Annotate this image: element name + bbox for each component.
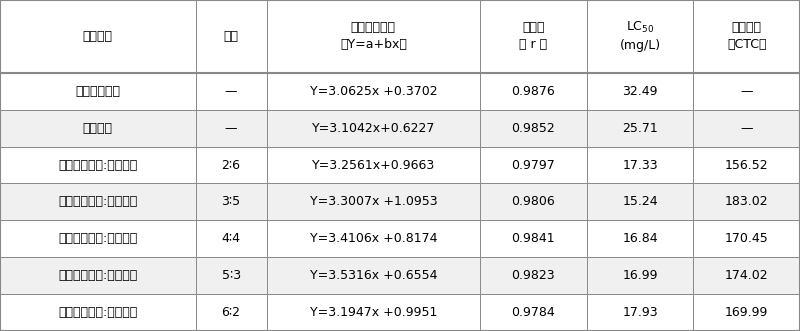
Text: 169.99: 169.99 (725, 306, 768, 319)
Text: 乙基多杀菌素:氯虫酰胺: 乙基多杀菌素:氯虫酰胺 (58, 195, 138, 209)
Text: —: — (741, 85, 753, 98)
Bar (0, 73, 800, 110)
Text: 5∶3: 5∶3 (222, 269, 241, 282)
Text: Y=3.1947x +0.9951: Y=3.1947x +0.9951 (310, 306, 437, 319)
Text: 0.9806: 0.9806 (511, 195, 555, 209)
Bar (0, 257, 800, 294)
Bar (0, 220, 800, 257)
Text: 2∶6: 2∶6 (222, 159, 241, 171)
Text: 17.33: 17.33 (622, 159, 658, 171)
Text: 共毒系数
（CTC）: 共毒系数 （CTC） (727, 22, 766, 51)
Text: 3∶5: 3∶5 (222, 195, 241, 209)
Text: Y=3.0625x +0.3702: Y=3.0625x +0.3702 (310, 85, 437, 98)
Text: 6∶2: 6∶2 (222, 306, 241, 319)
Text: 4∶4: 4∶4 (222, 232, 241, 245)
Text: 乙基多杀菌素:氯虫酰胺: 乙基多杀菌素:氯虫酰胺 (58, 269, 138, 282)
Text: Y=3.1042x+0.6227: Y=3.1042x+0.6227 (312, 122, 435, 135)
Text: 处理名称: 处理名称 (82, 30, 113, 43)
Text: LC$_{50}$
(mg/L): LC$_{50}$ (mg/L) (619, 21, 661, 52)
Text: 0.9797: 0.9797 (511, 159, 555, 171)
Text: Y=3.3007x +1.0953: Y=3.3007x +1.0953 (310, 195, 437, 209)
Text: —: — (741, 122, 753, 135)
Text: 配比: 配比 (224, 30, 238, 43)
Text: 乙基多杀菌素: 乙基多杀菌素 (75, 85, 120, 98)
Text: 0.9876: 0.9876 (511, 85, 555, 98)
Bar (0, 110, 800, 147)
Text: —: — (225, 122, 238, 135)
Text: 乙基多杀菌素:氯虫酰胺: 乙基多杀菌素:氯虫酰胺 (58, 159, 138, 171)
Text: 170.45: 170.45 (725, 232, 769, 245)
Text: 0.9852: 0.9852 (511, 122, 555, 135)
Text: 17.93: 17.93 (622, 306, 658, 319)
Text: 183.02: 183.02 (725, 195, 769, 209)
Bar (0, 147, 800, 183)
Text: 乙基多杀菌素:氯虫酰胺: 乙基多杀菌素:氯虫酰胺 (58, 306, 138, 319)
Text: 0.9841: 0.9841 (511, 232, 555, 245)
Text: —: — (225, 85, 238, 98)
Text: 32.49: 32.49 (622, 85, 658, 98)
Text: 16.99: 16.99 (622, 269, 658, 282)
Text: 氯虫酰胺: 氯虫酰胺 (82, 122, 113, 135)
Text: 25.71: 25.71 (622, 122, 658, 135)
Bar (0, 183, 800, 220)
Text: 174.02: 174.02 (725, 269, 769, 282)
Text: Y=3.4106x +0.8174: Y=3.4106x +0.8174 (310, 232, 437, 245)
Text: 156.52: 156.52 (725, 159, 769, 171)
Text: 0.9784: 0.9784 (511, 306, 555, 319)
Text: 0.9823: 0.9823 (511, 269, 555, 282)
Text: 毒力回归方程
（Y=a+bx）: 毒力回归方程 （Y=a+bx） (340, 22, 406, 51)
Bar (0, 0, 800, 73)
Text: Y=3.2561x+0.9663: Y=3.2561x+0.9663 (312, 159, 435, 171)
Text: 15.24: 15.24 (622, 195, 658, 209)
Text: Y=3.5316x +0.6554: Y=3.5316x +0.6554 (310, 269, 437, 282)
Bar (0, 294, 800, 331)
Text: 16.84: 16.84 (622, 232, 658, 245)
Text: 相关系
数 r 值: 相关系 数 r 值 (519, 22, 547, 51)
Text: 乙基多杀菌素:氯虫酰胺: 乙基多杀菌素:氯虫酰胺 (58, 232, 138, 245)
